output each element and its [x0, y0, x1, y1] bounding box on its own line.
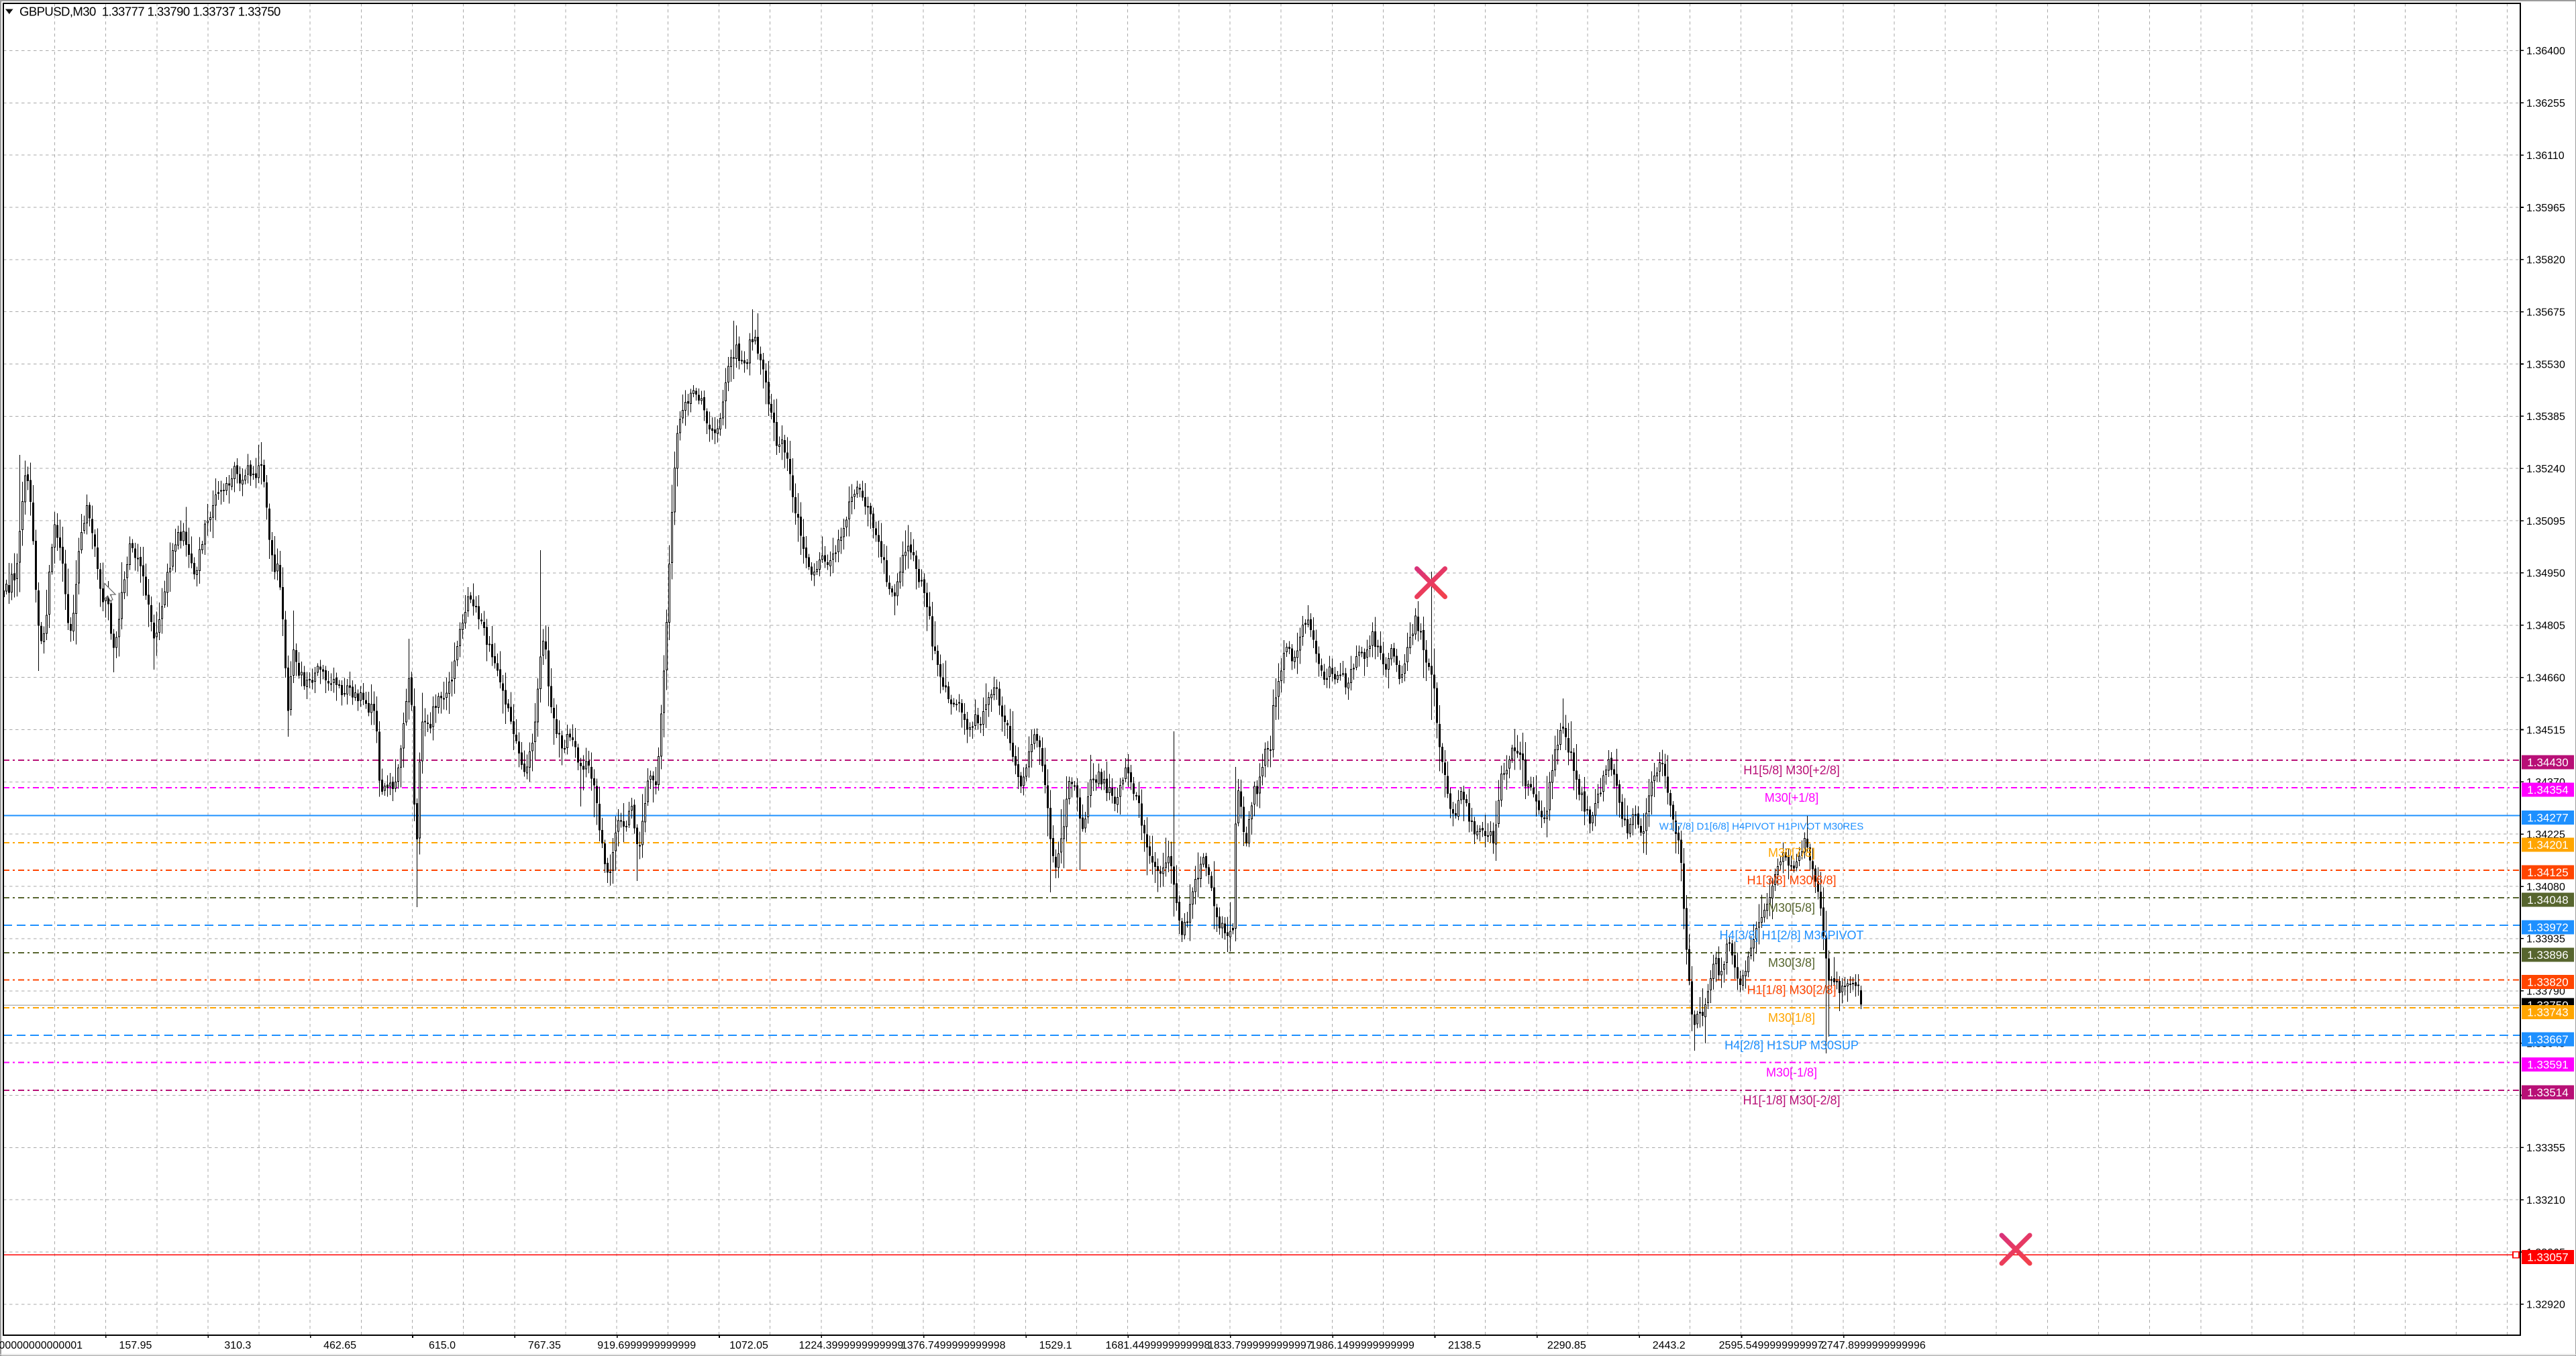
svg-text:M30[3/8]: M30[3/8] [1768, 956, 1815, 970]
svg-text:1.36400: 1.36400 [2526, 46, 2565, 57]
svg-text:1529.1: 1529.1 [1039, 1340, 1072, 1351]
svg-text:1.35530: 1.35530 [2526, 359, 2565, 370]
svg-text:1.34430: 1.34430 [2527, 756, 2568, 769]
svg-text:1.34201: 1.34201 [2527, 839, 2568, 851]
svg-text:1.34354: 1.34354 [2527, 784, 2568, 796]
svg-text:1.34125: 1.34125 [2527, 866, 2568, 879]
svg-text:M30[7/8]: M30[7/8] [1768, 846, 1815, 859]
svg-text:1.33057: 1.33057 [2527, 1251, 2568, 1263]
svg-text:M30[1/8]: M30[1/8] [1768, 1011, 1815, 1025]
svg-text:1.35095: 1.35095 [2526, 516, 2565, 527]
svg-text:1.35675: 1.35675 [2526, 307, 2565, 319]
svg-text:H4[2/8] H1SUP M30SUP: H4[2/8] H1SUP M30SUP [1724, 1039, 1859, 1052]
svg-text:M30[5/8]: M30[5/8] [1768, 901, 1815, 915]
svg-text:H1[1/8] M30[2/8]: H1[1/8] M30[2/8] [1747, 984, 1836, 997]
svg-text:1224.3999999999999: 1224.3999999999999 [799, 1340, 904, 1351]
svg-text:1833.7999999999997: 1833.7999999999997 [1208, 1340, 1312, 1351]
svg-text:H1[-1/8] M30[-2/8]: H1[-1/8] M30[-2/8] [1743, 1094, 1840, 1107]
svg-text:462.65: 462.65 [323, 1340, 356, 1351]
svg-text:1.33743: 1.33743 [2527, 1006, 2568, 1019]
svg-text:1.33210: 1.33210 [2526, 1195, 2565, 1206]
svg-text:615.0: 615.0 [429, 1340, 456, 1351]
svg-text:2747.8999999999996: 2747.8999999999996 [1821, 1340, 1926, 1351]
svg-text:M30[-1/8]: M30[-1/8] [1766, 1066, 1817, 1080]
svg-text:310.3: 310.3 [224, 1340, 251, 1351]
svg-text:919.6999999999999: 919.6999999999999 [597, 1340, 696, 1351]
svg-text:1.34080: 1.34080 [2526, 882, 2565, 893]
svg-text:1.34048: 1.34048 [2527, 894, 2568, 906]
svg-text:H1[5/8] M30[+2/8]: H1[5/8] M30[+2/8] [1743, 764, 1840, 777]
svg-text:1.33514: 1.33514 [2527, 1086, 2568, 1099]
svg-text:1.32920: 1.32920 [2526, 1300, 2565, 1311]
svg-text:2443.2: 2443.2 [1653, 1340, 1686, 1351]
svg-text:1.33972: 1.33972 [2527, 921, 2568, 934]
svg-text:1.34515: 1.34515 [2526, 725, 2565, 736]
svg-text:1.35240: 1.35240 [2526, 464, 2565, 475]
svg-text:M30[+1/8]: M30[+1/8] [1765, 791, 1819, 804]
svg-text:1.34950: 1.34950 [2526, 568, 2565, 580]
svg-text:1.33896: 1.33896 [2527, 949, 2568, 961]
svg-text:W1[7/8] D1[6/8] H4PIVOT H1PIVO: W1[7/8] D1[6/8] H4PIVOT H1PIVOT M30RES [1659, 821, 1864, 832]
svg-text:1.33667: 1.33667 [2527, 1033, 2568, 1046]
svg-text:1.35820: 1.35820 [2526, 255, 2565, 266]
svg-text:1.34805: 1.34805 [2526, 621, 2565, 632]
svg-text:H1[3/8] M30[6/8]: H1[3/8] M30[6/8] [1747, 874, 1836, 887]
svg-text:1376.7499999999998: 1376.7499999999998 [901, 1340, 1006, 1351]
svg-text:1072.05: 1072.05 [729, 1340, 768, 1351]
svg-text:1.34660: 1.34660 [2526, 672, 2565, 684]
svg-text:1.35385: 1.35385 [2526, 411, 2565, 423]
svg-text:1681.4499999999998: 1681.4499999999998 [1106, 1340, 1210, 1351]
svg-text:1.35965: 1.35965 [2526, 203, 2565, 214]
svg-text:1.33355: 1.33355 [2526, 1143, 2565, 1154]
svg-text:1.36110: 1.36110 [2526, 150, 2565, 162]
svg-text:2290.85: 2290.85 [1547, 1340, 1586, 1351]
svg-text:1.33820: 1.33820 [2527, 976, 2568, 989]
svg-text:1986.1499999999999: 1986.1499999999999 [1310, 1340, 1414, 1351]
svg-text:H4[3/8] H1[2/8] M30PIVOT: H4[3/8] H1[2/8] M30PIVOT [1719, 929, 1863, 942]
svg-text:2138.5: 2138.5 [1448, 1340, 1481, 1351]
svg-text:GBPUSD,M30 1.33777 1.33790 1.: GBPUSD,M30 1.33777 1.33790 1.33737 1.337… [19, 5, 280, 19]
svg-text:1.36255: 1.36255 [2526, 98, 2565, 109]
svg-text:1.33935: 1.33935 [2526, 934, 2565, 945]
svg-text:1.33591: 1.33591 [2527, 1059, 2568, 1072]
svg-text:5.600000000000001: 5.600000000000001 [0, 1340, 83, 1351]
svg-text:2595.5499999999997: 2595.5499999999997 [1719, 1340, 1824, 1351]
svg-text:767.35: 767.35 [528, 1340, 561, 1351]
svg-text:1.34277: 1.34277 [2527, 811, 2568, 824]
svg-text:157.95: 157.95 [119, 1340, 152, 1351]
